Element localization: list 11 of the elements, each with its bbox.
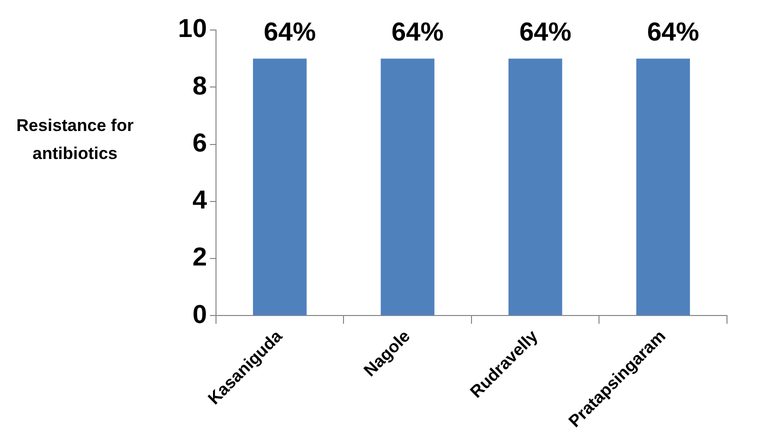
annotation: 64% bbox=[264, 16, 316, 47]
y-tick-label: 6 bbox=[192, 127, 207, 158]
annotation: 64% bbox=[647, 16, 700, 47]
y-tick-label: 0 bbox=[192, 298, 207, 329]
y-tick-label: 4 bbox=[192, 184, 208, 215]
y-tick-label: 2 bbox=[192, 242, 207, 272]
y-tick-label: 8 bbox=[192, 70, 207, 100]
annotation: 64% bbox=[519, 16, 572, 47]
y-tick-label: 10 bbox=[178, 13, 207, 44]
annotation: 64% bbox=[392, 16, 444, 47]
y-axis-title: Resistance for antibiotics bbox=[15, 115, 135, 165]
